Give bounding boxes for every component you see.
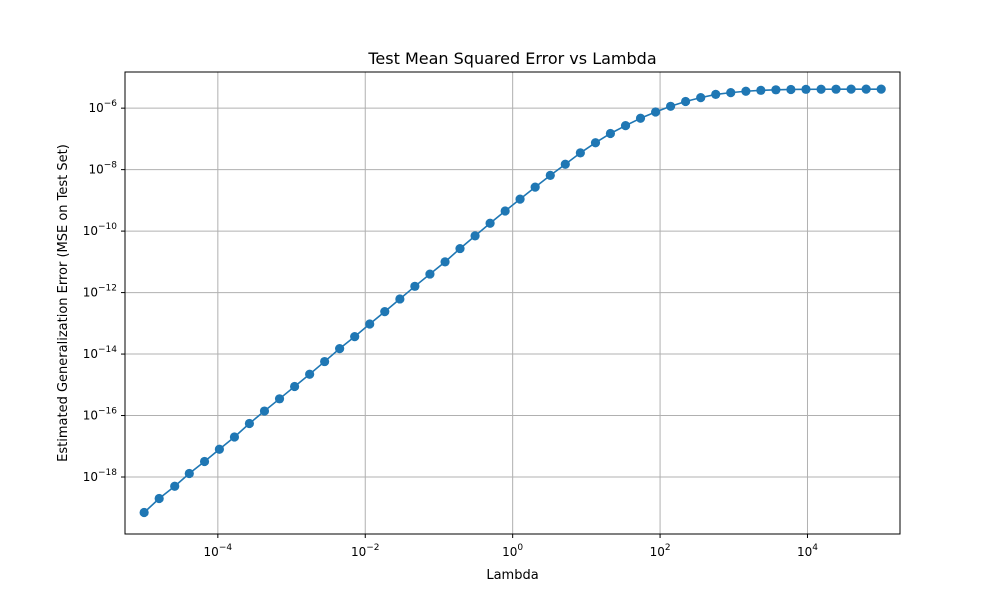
data-point — [666, 101, 676, 111]
data-point — [365, 319, 375, 329]
x-tick-label: 102 — [650, 543, 671, 559]
data-point — [350, 331, 360, 342]
data-point — [290, 381, 300, 392]
data-point — [244, 418, 254, 429]
y-tick-label: 10−12 — [83, 284, 117, 300]
plot-area — [139, 84, 886, 518]
data-point — [320, 356, 330, 367]
x-tick-label: 100 — [502, 543, 523, 559]
data-point — [214, 444, 224, 454]
chart-title: Test Mean Squared Error vs Lambda — [367, 49, 656, 68]
data-point — [590, 138, 601, 148]
y-tick-label: 10−8 — [88, 161, 117, 177]
data-point — [620, 121, 631, 131]
y-axis-label: Estimated Generalization Error (MSE on T… — [56, 144, 71, 462]
data-point — [711, 89, 721, 100]
data-point — [756, 85, 766, 95]
data-point — [500, 206, 510, 216]
data-point — [530, 182, 540, 192]
y-tick-label: 10−16 — [83, 407, 118, 423]
data-point — [395, 294, 405, 304]
data-point — [575, 148, 585, 158]
x-axis-label: Lambda — [486, 568, 538, 583]
data-point — [184, 468, 194, 479]
data-point — [335, 344, 345, 354]
data-point — [846, 84, 856, 94]
data-point — [605, 128, 616, 139]
data-point — [425, 269, 435, 279]
data-point — [199, 456, 210, 467]
data-point — [801, 84, 811, 94]
data-point — [440, 257, 450, 267]
data-point — [139, 507, 149, 518]
data-point — [831, 84, 841, 94]
tick-marks: 10−4 10−2 100 102 104 10−18 10−16 10−14 10−12 10−… — [83, 99, 819, 559]
data-point — [305, 369, 315, 379]
data-point — [650, 107, 661, 117]
data-point — [515, 194, 525, 204]
data-point — [741, 86, 751, 96]
data-point — [545, 170, 555, 180]
data-point — [560, 159, 570, 169]
x-tick-label: 104 — [797, 543, 818, 559]
grid-lines — [125, 72, 900, 534]
data-point — [786, 84, 796, 95]
data-point — [816, 84, 826, 94]
x-tick-label: 10−2 — [351, 543, 380, 559]
data-point — [259, 406, 270, 416]
y-tick-label: 10−6 — [88, 99, 117, 115]
y-tick-label: 10−10 — [83, 222, 118, 238]
data-point — [380, 307, 390, 317]
data-point — [876, 84, 886, 94]
data-point — [681, 96, 691, 107]
data-point — [861, 84, 871, 94]
y-tick-label: 10−14 — [83, 345, 118, 361]
data-point — [635, 113, 646, 123]
data-point — [771, 85, 781, 95]
data-point — [170, 481, 180, 491]
data-point — [455, 243, 465, 254]
data-point — [274, 394, 285, 404]
data-point — [696, 93, 706, 103]
data-point — [470, 231, 480, 241]
data-point — [154, 493, 164, 504]
x-tick-label: 10−4 — [204, 543, 233, 559]
data-point — [410, 281, 420, 291]
y-tick-label: 10−18 — [83, 468, 118, 484]
data-point — [485, 218, 495, 228]
data-point — [229, 432, 240, 442]
data-point — [726, 88, 736, 98]
